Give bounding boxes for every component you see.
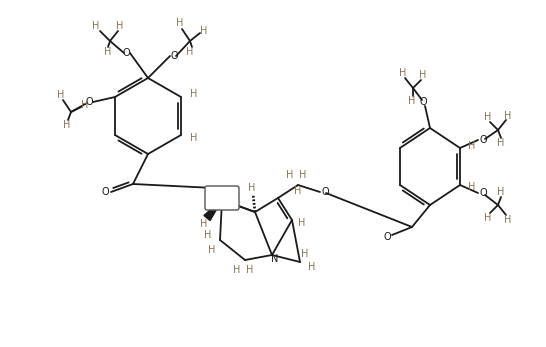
Text: O: O	[122, 48, 130, 58]
Text: H: H	[81, 100, 88, 110]
Text: H: H	[186, 47, 194, 57]
FancyBboxPatch shape	[205, 186, 239, 210]
Text: H: H	[191, 133, 198, 143]
Text: H: H	[204, 230, 212, 240]
Text: H: H	[497, 187, 505, 197]
Text: H: H	[408, 96, 416, 106]
Text: H: H	[286, 170, 294, 180]
Text: H: H	[209, 245, 216, 255]
Text: H: H	[505, 215, 512, 225]
Text: Abs: Abs	[213, 194, 230, 203]
Text: O: O	[479, 188, 487, 198]
Text: H: H	[200, 26, 207, 36]
Text: H: H	[248, 183, 256, 193]
Text: N: N	[271, 254, 278, 264]
Text: H: H	[468, 141, 476, 151]
Text: H: H	[246, 265, 254, 275]
Text: H: H	[399, 68, 407, 78]
Text: H: H	[92, 21, 100, 31]
Text: O: O	[419, 97, 427, 107]
Text: H: H	[191, 89, 198, 99]
Text: H: H	[308, 262, 316, 272]
Text: H: H	[200, 219, 207, 229]
Text: H: H	[484, 112, 492, 122]
Text: H: H	[505, 111, 512, 121]
Text: H: H	[63, 120, 70, 130]
Text: O: O	[383, 232, 391, 242]
Text: O: O	[101, 187, 109, 197]
Text: H: H	[298, 218, 306, 228]
Text: H: H	[468, 182, 476, 192]
Polygon shape	[204, 200, 222, 221]
Text: H: H	[116, 21, 124, 31]
Text: H: H	[484, 213, 492, 223]
Text: O: O	[170, 51, 178, 61]
Text: H: H	[176, 18, 183, 28]
Text: O: O	[85, 97, 93, 107]
Text: H: H	[419, 70, 426, 80]
Text: H: H	[104, 47, 112, 57]
Text: O: O	[479, 135, 487, 145]
Text: H: H	[301, 249, 308, 259]
Text: H: H	[294, 186, 302, 196]
Text: O: O	[321, 187, 329, 197]
Text: H: H	[299, 170, 307, 180]
Text: H: H	[497, 138, 505, 148]
Text: H: H	[233, 265, 241, 275]
Text: H: H	[57, 90, 64, 100]
